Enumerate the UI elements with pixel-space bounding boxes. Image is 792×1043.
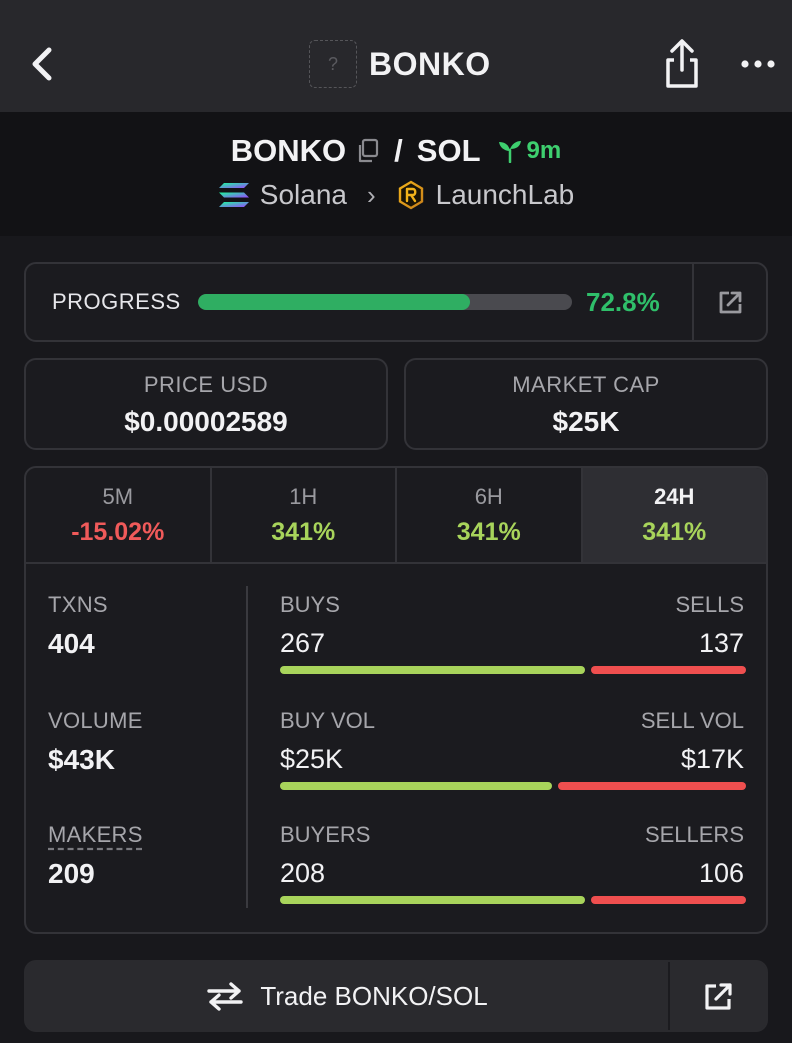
chevron-right-icon: ›	[366, 179, 376, 210]
tab-change: 341%	[642, 518, 707, 546]
pair-base-symbol: BONKO	[230, 133, 347, 168]
swap-arrows-icon	[207, 982, 244, 1011]
progress-bar	[198, 294, 572, 310]
copy-icon[interactable]	[356, 138, 380, 164]
progress-label: PROGRESS	[52, 289, 181, 314]
tab-change: 341%	[271, 518, 336, 546]
sell-ratio-segment	[557, 782, 746, 790]
price-usd-value: $0.00002589	[124, 406, 288, 437]
pair-quote-symbol: SOL	[416, 133, 481, 168]
market-cap-card: MARKET CAP $25K	[404, 358, 768, 450]
timeframe-tabs: 5M -15.02% 1H 341% 6H 341% 24H 341%	[26, 468, 766, 564]
buyers-value: 208	[280, 858, 326, 888]
external-link-icon	[705, 983, 732, 1010]
tab-label: 5M	[102, 484, 134, 509]
page-title: BONKO	[369, 46, 491, 82]
progress-value: 72.8%	[586, 287, 660, 317]
divider	[668, 962, 670, 1030]
buys-sells-ratio-bar	[280, 666, 746, 674]
share-icon	[666, 39, 698, 88]
txns-label: TXNS	[48, 592, 108, 617]
divider	[692, 264, 694, 340]
top-bar	[0, 0, 792, 112]
trading-stats-card: 5M -15.02% 1H 341% 6H 341% 24H 341% TXNS…	[24, 466, 768, 934]
market-cap-value: $25K	[552, 406, 620, 437]
chain-breadcrumb: Solana › LaunchLab	[0, 174, 792, 216]
buy-ratio-segment	[280, 666, 585, 674]
sellers-value: 106	[698, 858, 744, 888]
tab-24h[interactable]: 24H 341%	[582, 468, 766, 562]
seedling-icon	[498, 141, 521, 163]
more-options-button[interactable]	[736, 48, 780, 80]
makers-value: 209	[48, 858, 95, 889]
sell-vol-value: $17K	[680, 744, 744, 774]
sells-value: 137	[698, 628, 744, 658]
trade-button[interactable]: Trade BONKO/SOL	[26, 962, 668, 1030]
trade-button-label: Trade BONKO/SOL	[260, 980, 488, 1011]
pair-header	[0, 112, 792, 236]
divider	[246, 586, 248, 908]
tab-label: 24H	[654, 484, 695, 509]
dex-name[interactable]: LaunchLab	[435, 179, 575, 210]
sell-ratio-segment	[590, 896, 746, 904]
tab-5m[interactable]: 5M -15.02%	[26, 468, 212, 562]
tab-1h[interactable]: 1H 341%	[212, 468, 397, 562]
bonding-progress-card: PROGRESS 72.8%	[24, 262, 768, 342]
volume-value: $43K	[48, 744, 115, 775]
buy-ratio-segment	[280, 896, 585, 904]
volume-label: VOLUME	[48, 708, 143, 733]
buy-vol-label: BUY VOL	[280, 708, 375, 733]
buys-label: BUYS	[280, 592, 340, 617]
tab-6h[interactable]: 6H 341%	[397, 468, 583, 562]
market-cap-label: MARKET CAP	[512, 372, 660, 397]
token-placeholder-icon: ?	[309, 40, 357, 88]
more-horizontal-icon	[741, 60, 775, 68]
sell-ratio-segment	[590, 666, 746, 674]
volume-ratio-bar	[280, 782, 746, 790]
chain-name[interactable]: Solana	[259, 179, 347, 210]
tab-label: 1H	[289, 484, 318, 509]
makers-label[interactable]: MAKERS	[48, 822, 143, 847]
pair-separator: /	[394, 133, 403, 168]
tab-change: 341%	[456, 518, 521, 546]
makers-ratio-bar	[280, 896, 746, 904]
price-usd-label: PRICE USD	[143, 372, 269, 397]
txns-value: 404	[48, 628, 95, 659]
solana-icon	[218, 183, 249, 207]
tab-label: 6H	[474, 484, 503, 509]
progress-external-link-button[interactable]	[694, 264, 768, 340]
progress-bar-fill	[198, 294, 471, 310]
launchlab-icon	[398, 180, 423, 210]
sell-vol-label: SELL VOL	[640, 708, 744, 733]
sellers-label: SELLERS	[644, 822, 744, 847]
sells-label: SELLS	[675, 592, 745, 617]
back-button[interactable]	[22, 38, 62, 90]
trade-bar: Trade BONKO/SOL	[24, 960, 768, 1032]
tab-change: -15.02%	[71, 518, 165, 546]
trade-external-link-button[interactable]	[670, 962, 768, 1030]
pair-age: 9m	[497, 137, 562, 165]
pair-line: BONKO / SOL 9m	[0, 128, 792, 174]
buy-ratio-segment	[280, 782, 552, 790]
share-button[interactable]	[660, 36, 704, 92]
price-usd-card: PRICE USD $0.00002589	[24, 358, 388, 450]
buy-vol-value: $25K	[280, 744, 344, 774]
external-link-icon	[719, 291, 742, 314]
chevron-left-icon	[32, 47, 52, 81]
buyers-label: BUYERS	[280, 822, 371, 847]
pair-age-value: 9m	[526, 137, 562, 164]
buys-value: 267	[280, 628, 326, 658]
